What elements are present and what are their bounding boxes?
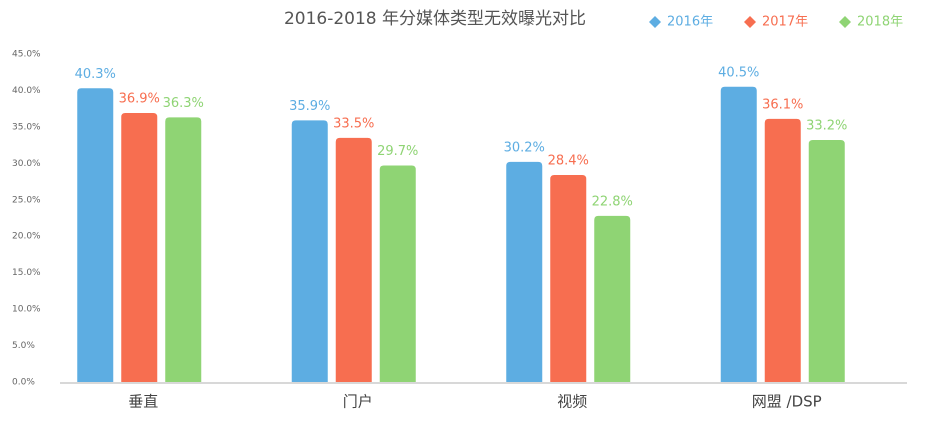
- value-label: 40.5%: [718, 65, 759, 80]
- value-label: 40.3%: [75, 67, 116, 82]
- x-tick-label: 网盟 /DSP: [752, 393, 822, 411]
- y-tick-label: 15.0%: [12, 268, 41, 278]
- legend-marker: [744, 16, 756, 28]
- bar: [506, 161, 543, 382]
- value-label: 36.3%: [163, 96, 204, 111]
- bar: [720, 86, 757, 383]
- bar: [808, 140, 845, 382]
- y-tick-label: 20.0%: [12, 232, 41, 242]
- legend-label: 2016年: [667, 15, 713, 30]
- y-tick-label: 40.0%: [12, 86, 41, 96]
- bar: [335, 137, 372, 382]
- bar: [764, 118, 801, 383]
- x-tick-label: 门户: [343, 393, 373, 411]
- y-tick-label: 35.0%: [12, 122, 41, 132]
- chart-title: 2016-2018 年分媒体类型无效曝光对比: [284, 9, 586, 29]
- y-tick-label: 10.0%: [12, 305, 41, 315]
- y-tick-label: 30.0%: [12, 159, 41, 169]
- y-tick-label: 5.0%: [12, 341, 35, 351]
- bar: [594, 215, 631, 382]
- value-label: 33.5%: [333, 116, 374, 131]
- value-label: 36.1%: [762, 97, 803, 112]
- bar: [77, 88, 114, 382]
- y-tick-label: 0.0%: [12, 378, 35, 388]
- value-label: 22.8%: [592, 194, 633, 209]
- bar: [165, 117, 202, 382]
- bar: [291, 120, 328, 382]
- value-label: 36.9%: [119, 92, 160, 107]
- legend-label: 2018年: [857, 15, 903, 30]
- bar: [550, 174, 587, 382]
- value-label: 30.2%: [504, 140, 545, 155]
- value-label: 28.4%: [548, 153, 589, 168]
- x-tick-label: 垂直: [128, 393, 158, 411]
- y-tick-label: 45.0%: [12, 50, 41, 60]
- value-label: 35.9%: [289, 99, 330, 114]
- bar: [121, 113, 158, 382]
- y-tick-label: 25.0%: [12, 195, 41, 205]
- x-tick-label: 视频: [557, 393, 587, 411]
- value-label: 29.7%: [377, 144, 418, 159]
- legend-marker: [649, 16, 661, 28]
- legend-label: 2017年: [762, 15, 808, 30]
- legend-marker: [839, 16, 851, 28]
- value-label: 33.2%: [806, 119, 847, 134]
- bar: [379, 165, 416, 382]
